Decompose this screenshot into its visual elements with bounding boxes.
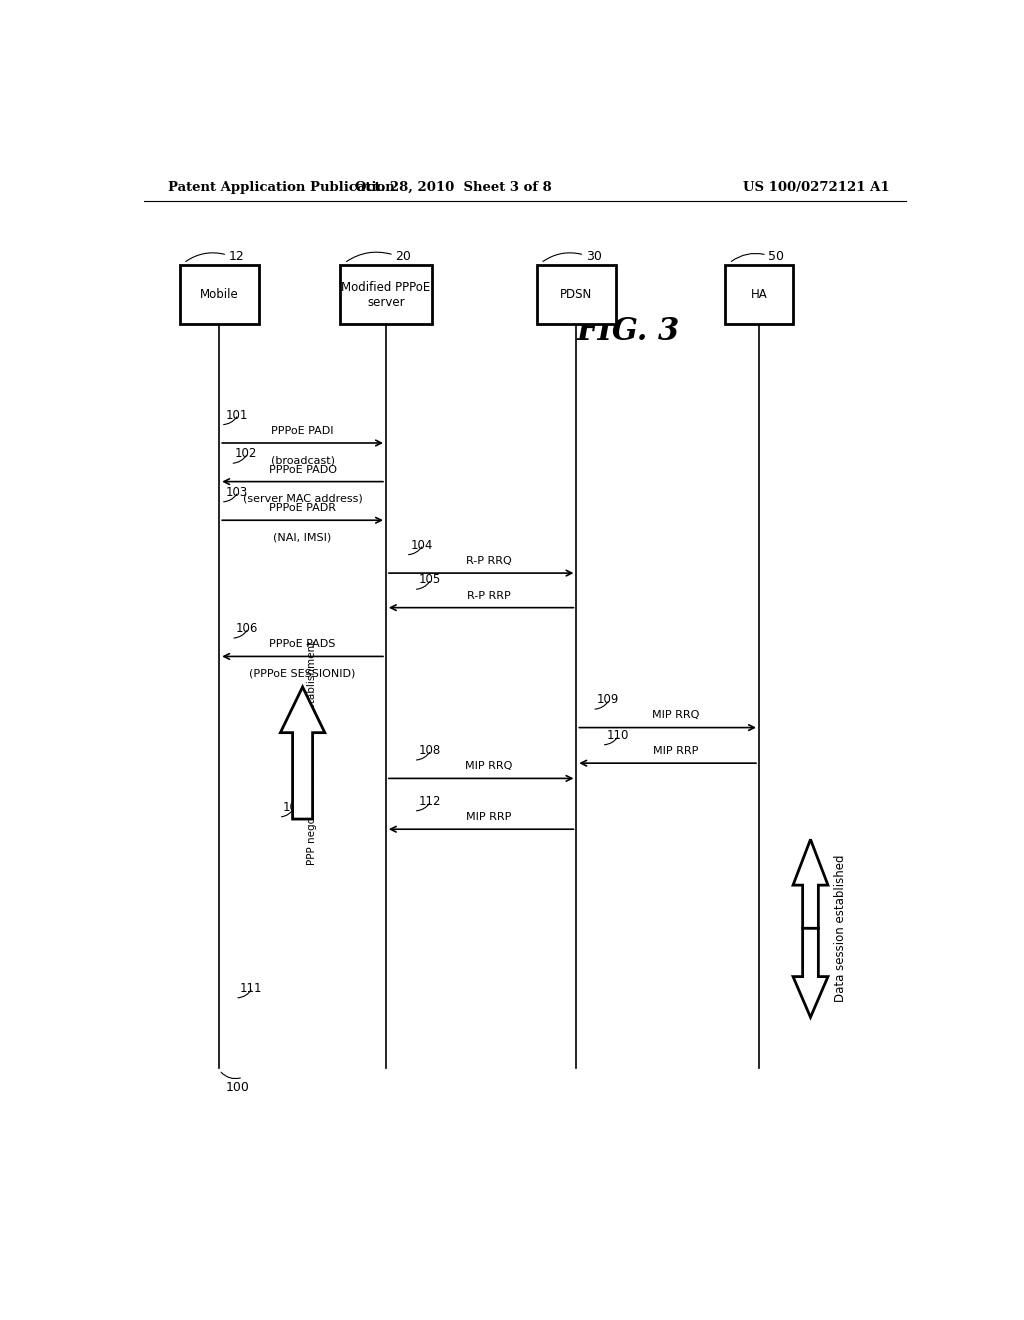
Text: R-P RRP: R-P RRP bbox=[467, 590, 511, 601]
Text: HA: HA bbox=[751, 288, 767, 301]
FancyBboxPatch shape bbox=[179, 265, 259, 325]
Text: MIP RRP: MIP RRP bbox=[653, 746, 698, 756]
Text: 110: 110 bbox=[606, 729, 629, 742]
Text: MIP RRQ: MIP RRQ bbox=[652, 710, 699, 721]
Text: 20: 20 bbox=[395, 249, 412, 263]
Polygon shape bbox=[281, 686, 325, 818]
Text: 12: 12 bbox=[228, 249, 245, 263]
Text: 109: 109 bbox=[597, 693, 620, 706]
FancyBboxPatch shape bbox=[537, 265, 616, 325]
Text: 107: 107 bbox=[283, 801, 305, 814]
Text: 100: 100 bbox=[225, 1081, 250, 1094]
Text: PPPoE PADR: PPPoE PADR bbox=[269, 503, 336, 513]
FancyBboxPatch shape bbox=[725, 265, 793, 325]
Text: MIP RRQ: MIP RRQ bbox=[465, 762, 513, 771]
Text: 108: 108 bbox=[419, 744, 440, 758]
Text: (PPPoE SESSIONID): (PPPoE SESSIONID) bbox=[250, 669, 355, 678]
Text: 30: 30 bbox=[586, 249, 602, 263]
Text: 104: 104 bbox=[411, 539, 433, 552]
Text: 106: 106 bbox=[236, 622, 258, 635]
Text: US 100/0272121 A1: US 100/0272121 A1 bbox=[743, 181, 890, 194]
Text: 102: 102 bbox=[236, 447, 257, 461]
Text: MIP RRP: MIP RRP bbox=[466, 812, 512, 822]
Text: (broadcast): (broadcast) bbox=[270, 455, 335, 466]
Text: Data session established: Data session established bbox=[835, 854, 847, 1002]
Text: (NAI, IMSI): (NAI, IMSI) bbox=[273, 532, 332, 543]
Text: Mobile: Mobile bbox=[200, 288, 239, 301]
Text: PPPoE PADO: PPPoE PADO bbox=[268, 465, 337, 474]
Text: (server MAC address): (server MAC address) bbox=[243, 494, 362, 504]
Polygon shape bbox=[793, 840, 828, 928]
Text: Oct. 28, 2010  Sheet 3 of 8: Oct. 28, 2010 Sheet 3 of 8 bbox=[355, 181, 552, 194]
Text: Patent Application Publication: Patent Application Publication bbox=[168, 181, 394, 194]
Polygon shape bbox=[793, 928, 828, 1018]
Text: 103: 103 bbox=[225, 486, 248, 499]
Text: 101: 101 bbox=[225, 409, 248, 421]
Text: PPPoE PADS: PPPoE PADS bbox=[269, 639, 336, 649]
FancyBboxPatch shape bbox=[340, 265, 431, 325]
Text: 50: 50 bbox=[768, 249, 784, 263]
Text: R-P RRQ: R-P RRQ bbox=[466, 556, 512, 566]
Text: PPPoE PADI: PPPoE PADI bbox=[271, 426, 334, 436]
Text: 111: 111 bbox=[240, 982, 262, 995]
Text: PPP negotiation and session establishment: PPP negotiation and session establishmen… bbox=[307, 642, 317, 865]
Text: PDSN: PDSN bbox=[560, 288, 593, 301]
Text: Modified PPPoE
server: Modified PPPoE server bbox=[341, 281, 430, 309]
Text: 112: 112 bbox=[419, 795, 441, 808]
Text: 105: 105 bbox=[419, 573, 440, 586]
Text: FIG. 3: FIG. 3 bbox=[577, 315, 680, 347]
